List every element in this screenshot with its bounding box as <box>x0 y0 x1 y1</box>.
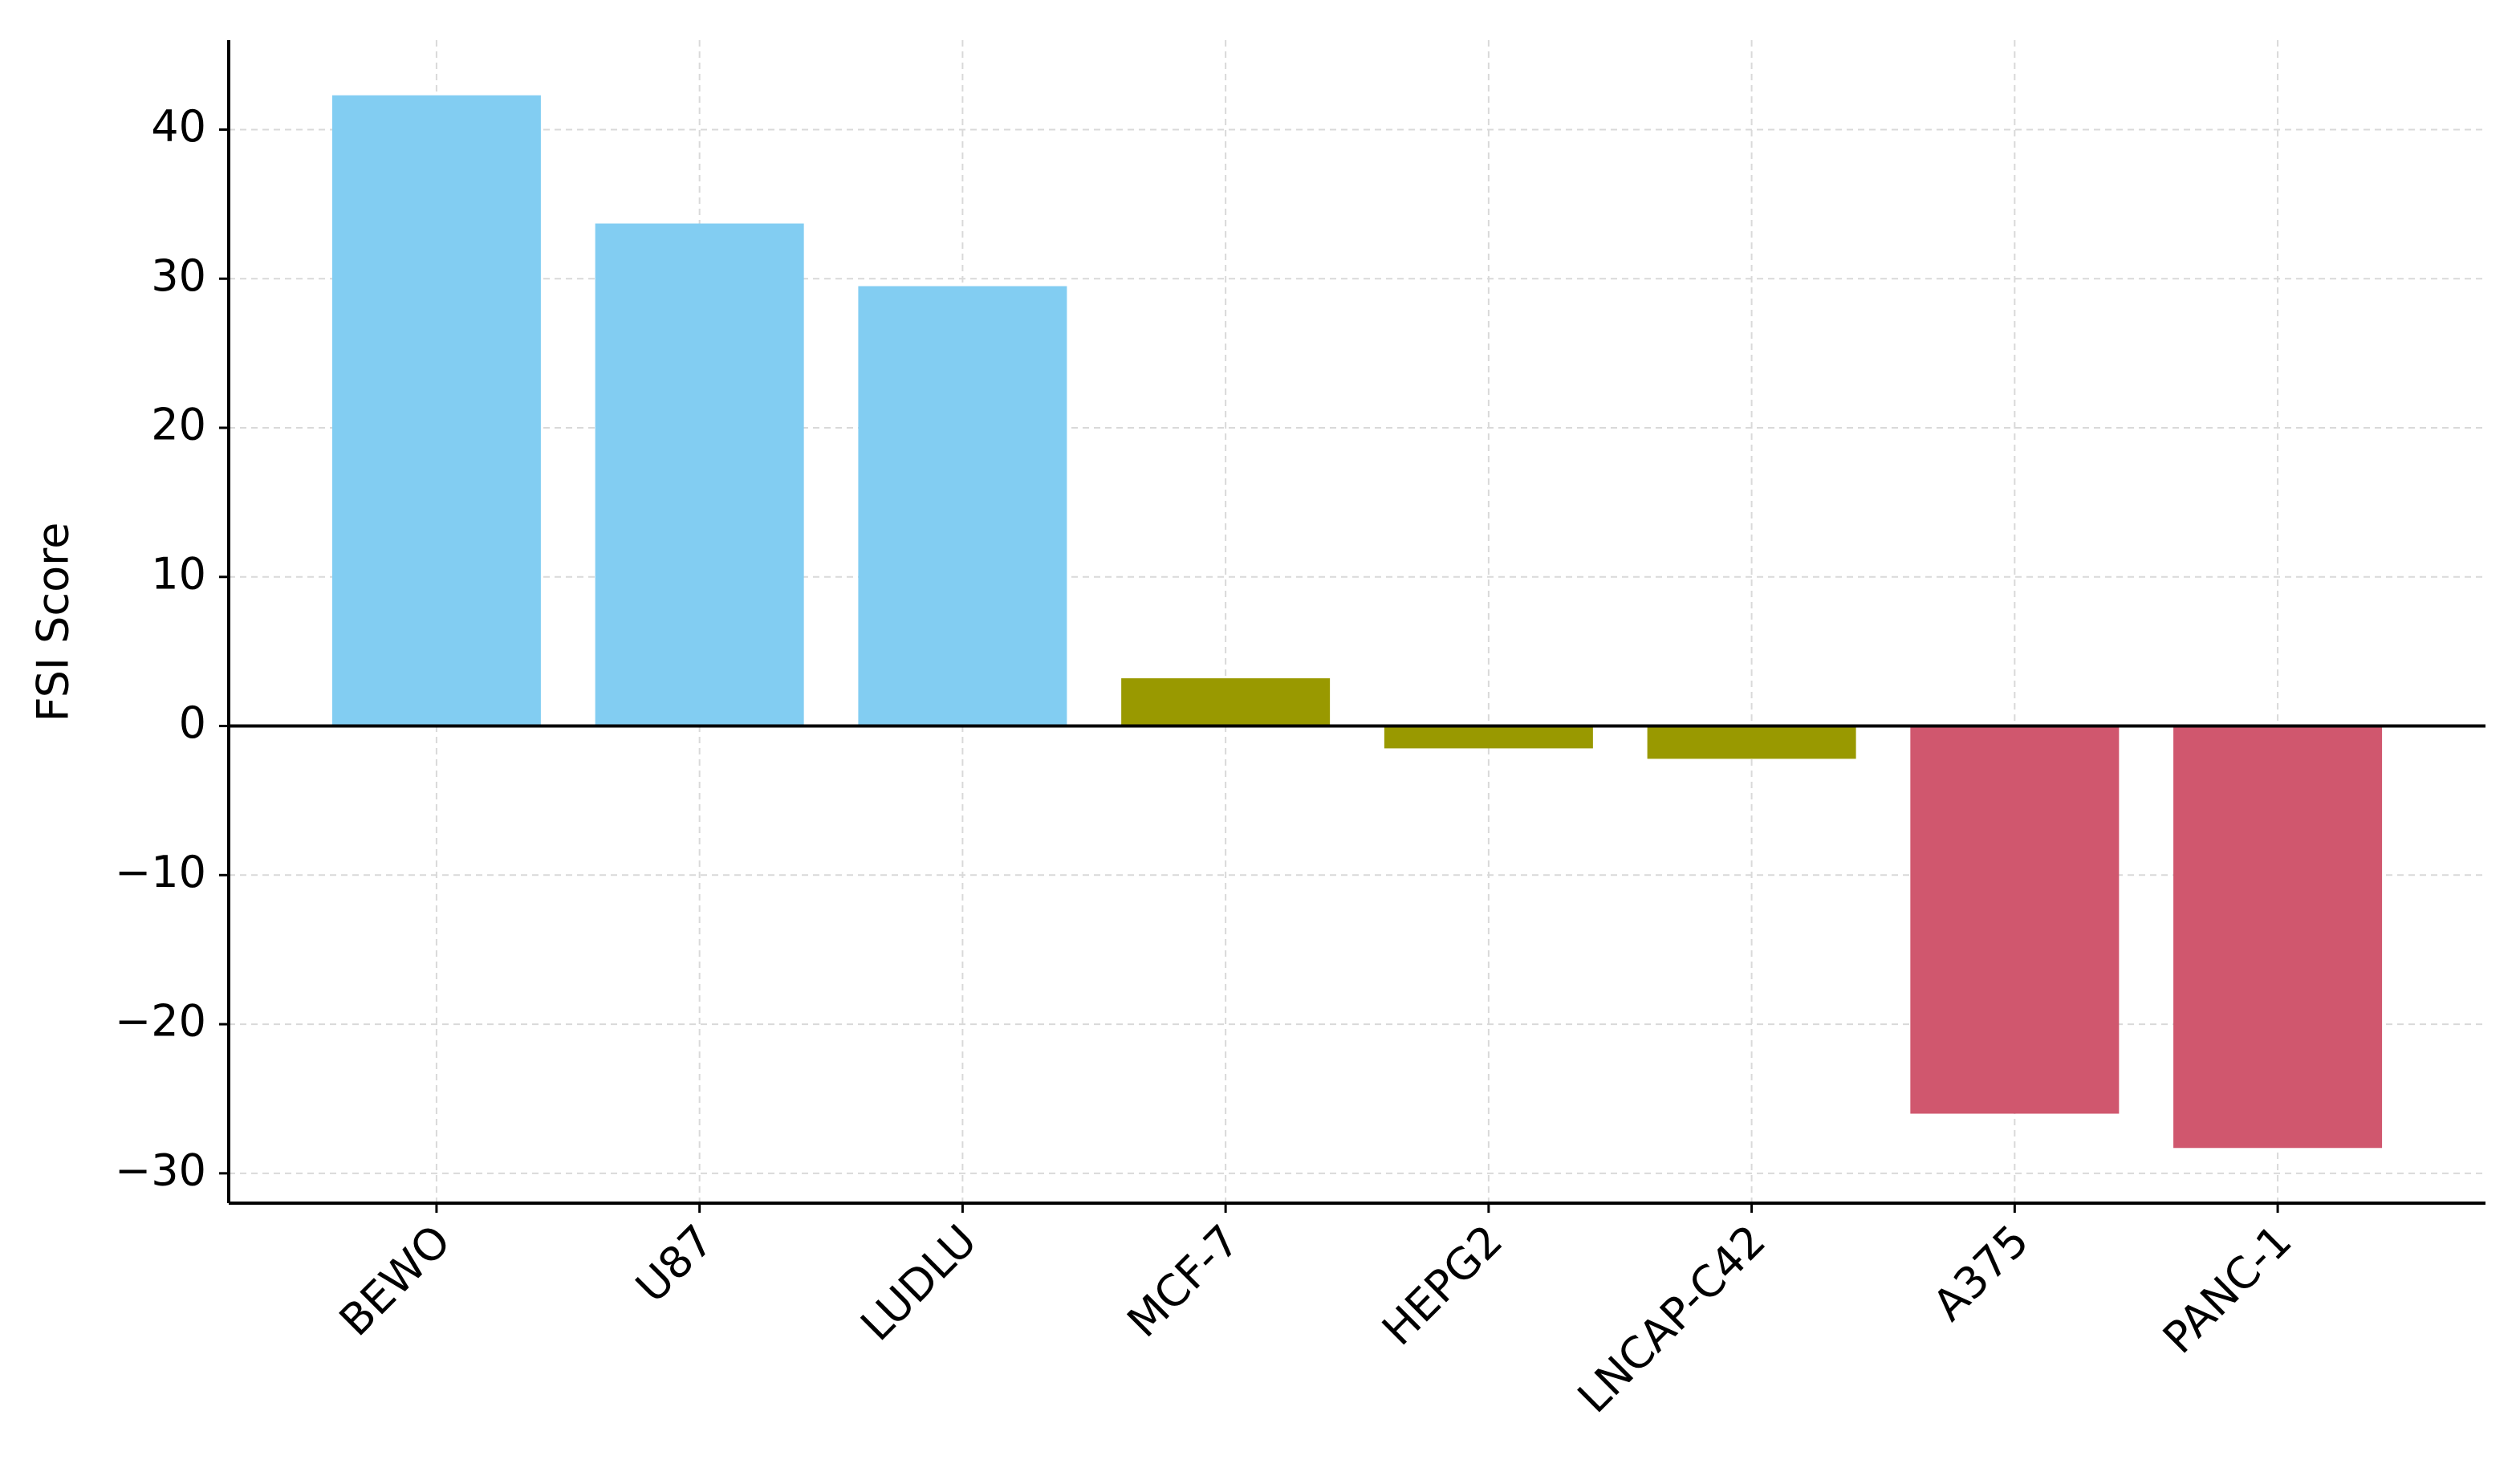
bar <box>1121 678 1331 726</box>
bar <box>331 95 541 726</box>
y-tick-label: −10 <box>115 847 206 897</box>
x-tick-label: BEWO <box>330 1215 461 1346</box>
x-tick-label: LUDLU <box>851 1215 986 1351</box>
y-tick-label: 0 <box>179 697 206 748</box>
x-tick-label: HEPG2 <box>1372 1215 1512 1355</box>
y-tick-label: −30 <box>115 1145 206 1195</box>
y-axis-label: FSI Score <box>28 523 79 722</box>
y-tick-label: −20 <box>115 996 206 1047</box>
x-tick-label: U87 <box>626 1215 723 1312</box>
bar <box>1910 726 2120 1114</box>
bar <box>858 286 1067 726</box>
x-tick-label: LNCAP-C42 <box>1568 1215 1775 1422</box>
x-tick-label: PANC-1 <box>2153 1215 2302 1364</box>
y-tick-label: 30 <box>151 250 206 301</box>
x-tick-label: MCF-7 <box>1117 1215 1249 1347</box>
bar <box>595 223 804 726</box>
bar <box>2173 726 2383 1149</box>
y-tick-label: 40 <box>151 101 206 152</box>
bar <box>1384 726 1593 749</box>
y-tick-label: 10 <box>151 548 206 599</box>
x-tick-label: A375 <box>1923 1215 2038 1331</box>
y-tick-label: 20 <box>151 400 206 450</box>
bar <box>1647 726 1856 759</box>
